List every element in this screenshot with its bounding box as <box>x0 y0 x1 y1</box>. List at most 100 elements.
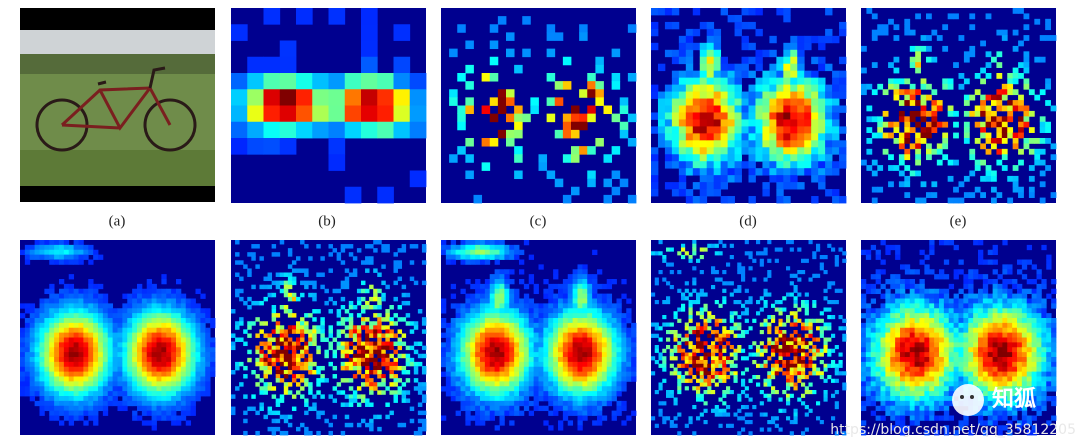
heatmap-cell <box>834 390 839 395</box>
heatmap-cell <box>514 396 520 402</box>
heatmap-cell <box>514 121 523 131</box>
heatmap-cell <box>871 170 878 177</box>
heatmap-cell <box>579 24 588 33</box>
heatmap-cell <box>616 308 622 314</box>
heatmap-cell <box>685 70 694 79</box>
heatmap-cell <box>117 327 123 334</box>
heatmap-cell <box>112 347 118 353</box>
heatmap-cell <box>59 303 65 309</box>
heatmap-cell <box>666 345 671 350</box>
heatmap-cell <box>287 280 293 286</box>
heatmap-cell <box>658 408 663 413</box>
heatmap-cell <box>769 91 777 99</box>
heatmap-cell <box>68 410 75 416</box>
heatmap-cell <box>291 313 297 318</box>
heatmap-cell <box>920 110 927 117</box>
heatmap-cell <box>255 430 260 436</box>
heatmap-cell <box>455 322 461 329</box>
heatmap-cell <box>397 353 403 359</box>
heatmap-cell <box>267 284 273 290</box>
heatmap-cell <box>283 390 289 395</box>
heatmap-cell <box>762 112 770 120</box>
heatmap-cell <box>684 333 689 338</box>
heatmap-cell <box>34 342 40 348</box>
heatmap-cell <box>818 182 826 190</box>
heatmap-cell <box>783 154 791 162</box>
heatmap-cell <box>720 8 729 16</box>
heatmap-cell <box>83 386 89 392</box>
heatmap-cell <box>681 348 686 353</box>
heatmap-cell <box>684 281 689 286</box>
heatmap-cell <box>744 318 749 323</box>
heatmap-cell <box>243 365 248 371</box>
heatmap-cell <box>137 342 143 348</box>
heatmap-cell <box>711 315 716 320</box>
heatmap-cell <box>567 347 574 353</box>
heatmap-cell <box>789 367 794 372</box>
heatmap-cell <box>49 376 55 382</box>
heatmap-cell <box>1018 121 1024 128</box>
heatmap-cell <box>722 288 727 293</box>
heatmap-cell <box>373 341 378 347</box>
heatmap-cell <box>684 371 689 376</box>
heatmap-cell <box>122 313 128 319</box>
heatmap-cell <box>587 293 593 299</box>
heatmap-cell <box>141 376 148 382</box>
heatmap-cell <box>465 81 474 90</box>
heatmap-cell <box>161 279 167 285</box>
heatmap-cell <box>567 405 574 412</box>
heatmap-cell <box>1039 138 1046 144</box>
heatmap-cell <box>755 91 763 99</box>
heatmap-cell <box>504 274 510 280</box>
heatmap-cell <box>904 192 911 198</box>
heatmap-cell <box>465 105 474 115</box>
heatmap-cell <box>377 313 382 318</box>
heatmap-cell <box>567 332 574 338</box>
heatmap-cell <box>611 376 617 382</box>
heatmap-cell <box>733 356 738 361</box>
heatmap-cell <box>748 126 756 134</box>
heatmap-cell <box>93 283 99 290</box>
heatmap-cell <box>1034 154 1041 161</box>
heatmap-cell <box>1045 35 1051 41</box>
heatmap-cell <box>88 405 94 412</box>
heatmap-cell <box>825 84 833 92</box>
heatmap-cell <box>63 352 70 358</box>
heatmap-cell <box>769 105 777 113</box>
heatmap-cell <box>587 381 593 387</box>
heatmap-cell <box>587 327 593 334</box>
heatmap-cell <box>393 121 411 139</box>
heatmap-cell <box>112 337 118 343</box>
heatmap-cell <box>1018 94 1024 101</box>
heatmap-cell <box>808 322 813 327</box>
heatmap-cell <box>767 292 772 297</box>
heatmap-cell <box>460 396 466 402</box>
heatmap-cell <box>713 42 722 51</box>
heatmap-cell <box>63 400 70 407</box>
heatmap-cell <box>519 249 525 256</box>
heatmap-cell <box>514 332 520 338</box>
heatmap-cell <box>804 390 809 395</box>
heatmap-cell <box>789 240 794 245</box>
heatmap-cell <box>671 126 680 134</box>
heatmap-cell <box>808 333 813 338</box>
heatmap-cell <box>818 175 826 183</box>
heatmap-cell <box>734 175 742 183</box>
heatmap-cell <box>195 303 201 309</box>
heatmap-cell <box>767 382 772 387</box>
heatmap-cell <box>692 247 697 252</box>
heatmap-cell <box>480 327 486 334</box>
heatmap-cell <box>200 293 206 299</box>
heatmap-cell <box>669 352 674 357</box>
heatmap-cell <box>401 398 407 403</box>
heatmap-cell <box>151 361 157 368</box>
heatmap-cell <box>825 147 833 155</box>
heatmap-cell <box>475 337 481 343</box>
heatmap-cell <box>24 303 31 309</box>
heatmap-cell <box>494 288 500 295</box>
heatmap-cell <box>866 165 873 171</box>
heatmap-cell <box>24 337 31 343</box>
heatmap-cell <box>812 251 817 256</box>
heatmap-cell <box>166 366 172 373</box>
heatmap-cell <box>866 148 873 155</box>
